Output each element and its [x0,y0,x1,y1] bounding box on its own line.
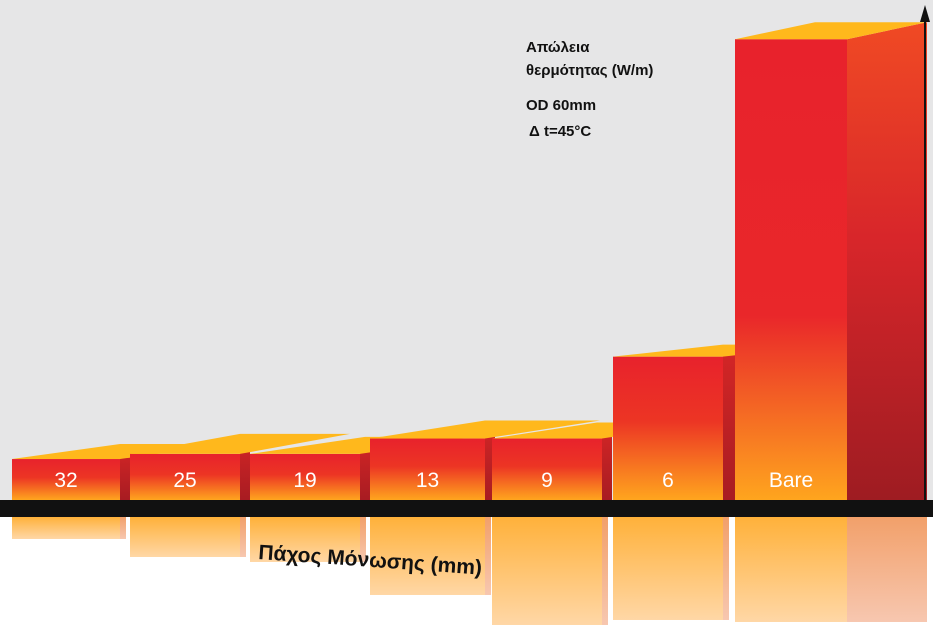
bar-reflections [12,517,927,625]
y-axis-arrow-icon [920,5,930,22]
bar-side-Bare [847,22,927,500]
bar-labels: 32 25 19 13 9 6 Bare [54,469,813,492]
bar-side-9 [602,422,612,500]
bar-reflection-side-25 [240,517,246,557]
bar-reflection-32 [12,517,120,539]
bar-label-13: 13 [416,469,439,492]
bar-front-32 [12,459,120,500]
bar-19 [250,436,475,500]
bar-reflection-Bare [735,517,847,622]
bar-reflection-side-Bare [847,517,927,622]
annotation-line-1: Απώλεια [526,39,590,56]
bar-label-9: 9 [541,469,553,492]
annotation-line-3: OD 60mm [526,97,596,114]
bar-13 [370,420,600,500]
bar-top-25 [130,433,350,454]
bar-reflection-side-6 [723,517,729,620]
bar-front-25 [130,453,240,500]
bar-reflection-side-13 [485,517,491,595]
bars [12,22,927,500]
bar-label-6: 6 [662,469,674,492]
bar-front-19 [250,453,360,500]
bar-side-6 [723,344,735,500]
bar-top-13 [370,420,600,439]
bar-reflection-9 [492,517,602,625]
bar-front-6 [613,356,723,500]
bar-top-Bare [735,22,927,40]
bar-reflection-side-9 [602,517,608,625]
bar-label-25: 25 [173,469,196,492]
bar-reflection-side-19 [360,517,366,562]
bar-25 [130,433,350,500]
bar-front-9 [492,438,602,500]
bar-front-Bare [735,39,847,500]
bar-reflection-side-32 [120,517,126,539]
bar-Bare [735,22,927,500]
bar-reflection-19 [250,517,360,562]
bar-label-32: 32 [54,469,77,492]
bar-reflection-13 [370,517,485,595]
bar-reflection-6 [613,517,723,620]
annotation-block: Απώλεια θερμότητας (W/m) OD 60mm Δ t=45°… [526,39,653,140]
annotation-line-2: θερμότητας (W/m) [526,62,653,79]
x-axis-baseline [0,500,933,517]
bar-front-13 [370,438,485,500]
bar-label-Bare: Bare [769,469,813,492]
bar-reflection-25 [130,517,240,557]
bar-label-19: 19 [293,469,316,492]
annotation-line-4: Δ t=45°C [529,123,591,140]
